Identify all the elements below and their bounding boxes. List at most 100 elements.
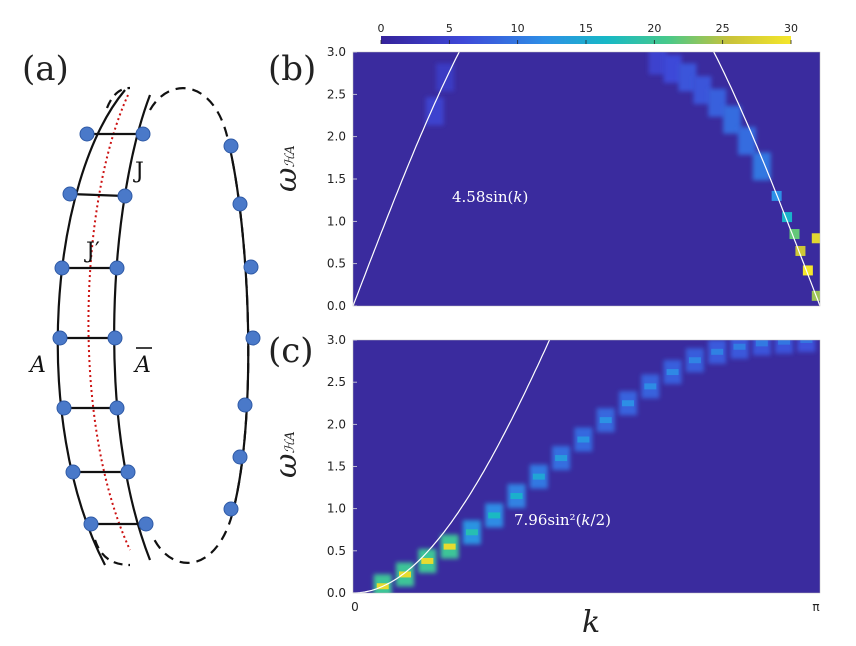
ladder-inner-rail (113, 94, 152, 561)
sublattice-label-a: A (28, 353, 46, 378)
lattice-site (54, 260, 70, 276)
spectral-weight-cell (723, 105, 742, 134)
lattice-site (56, 400, 72, 416)
band-peak-cell (755, 340, 768, 347)
y-tick-label: 3.0 (327, 45, 346, 59)
band-peak-cell (599, 417, 612, 424)
lattice-site (52, 330, 68, 346)
y-tick-label: 1.0 (327, 214, 346, 228)
lattice-site (109, 400, 125, 416)
band-peak-cell (465, 529, 478, 536)
ring-site (223, 138, 239, 154)
y-axis-label-c: ωℋA (269, 431, 304, 478)
curve-4.58sin-k (353, 52, 820, 306)
curve-7.96sin2-k-half (353, 340, 551, 593)
spectral-weight-cell (752, 152, 771, 181)
panel-label-a: (a) (22, 49, 69, 89)
back-ring-dashed (149, 87, 250, 564)
spectral-weight-cell (795, 245, 806, 256)
band-peak-cell (688, 357, 701, 364)
panel-label-c: (c) (268, 331, 314, 371)
band-peak-cell (666, 369, 679, 376)
lattice-site (83, 516, 99, 532)
colorbar-tick-label: 20 (647, 22, 661, 35)
ring-site (223, 501, 239, 517)
ladder-rung (69, 192, 126, 198)
lattice-site (107, 330, 123, 346)
spectral-weight-cell (663, 54, 682, 83)
lattice-site (138, 516, 154, 532)
colorbar-tick-label: 10 (511, 22, 525, 35)
band-peak-cell (555, 455, 568, 462)
ladder-lattice-diagram (52, 86, 261, 567)
spectral-weight-cell (802, 265, 813, 276)
lattice-site (120, 464, 136, 480)
band-peak-cell (510, 493, 523, 500)
y-tick-label: 2.0 (327, 417, 346, 431)
back-ring-solid (226, 139, 250, 516)
spectral-weight-cell (782, 212, 793, 223)
ring-site (243, 259, 259, 275)
band-peak-cell (577, 436, 590, 443)
band-peak-cell (711, 348, 724, 355)
spectral-weight-cell (648, 52, 667, 75)
spectral-weight-cell (789, 229, 800, 240)
lattice-site (109, 260, 125, 276)
colorbar: 0 5 10 15 20 25 30 (378, 22, 798, 44)
spectral-weight-cell (737, 126, 756, 155)
colorbar-tick-label: 0 (378, 22, 385, 35)
ring-site (232, 196, 248, 212)
y-tick-label: 2.5 (327, 375, 346, 389)
spectral-weight-cell (708, 88, 727, 117)
center-dotted-line (87, 94, 131, 551)
heatmap-c: 0.0 0.5 1.0 1.5 2.0 2.5 3.0 0 π 7.96sin²(k/2) ω… (269, 333, 821, 640)
curve-label-b: 4.58sin(k) (452, 188, 528, 206)
colorbar-tick-label: 15 (579, 22, 593, 35)
y-tick-label: 2.5 (327, 87, 346, 101)
heatmap-b: 0.0 0.5 1.0 1.5 2.0 2.5 3.0 4.58sin(k) ωℋA (269, 45, 821, 313)
ring-site (237, 397, 253, 413)
band-peak-cell (443, 543, 456, 550)
y-axis-label-b: ωℋA (269, 145, 304, 192)
ladder-top-dash (105, 86, 131, 109)
sublattice-label-a-bar: A (133, 353, 151, 378)
band-peak-cell (399, 571, 412, 578)
colorbar-tick-label: 5 (446, 22, 453, 35)
x-axis-label: k (582, 605, 600, 640)
x-tick-label: π (812, 600, 819, 614)
band-peak-cell (800, 340, 813, 343)
lattice-site (62, 186, 78, 202)
y-tick-label: 2.0 (327, 130, 346, 144)
curve-label-c: 7.96sin²(k/2) (514, 511, 611, 529)
colorbar-tick-label: 30 (784, 22, 798, 35)
coupling-label-j-prime: J′ (84, 239, 100, 264)
ring-site (232, 449, 248, 465)
lattice-site (79, 126, 95, 142)
spectral-weight-cell (811, 290, 820, 301)
y-tick-label: 0.5 (327, 257, 346, 271)
band-peak-cell (733, 343, 746, 350)
band-peak-cell (488, 512, 501, 519)
y-tick-label: 0.0 (327, 586, 346, 600)
panel-label-b: (b) (268, 49, 316, 89)
spectral-weight-cell (678, 63, 697, 92)
y-tick-label: 3.0 (327, 333, 346, 347)
band-peak-cell (532, 473, 545, 480)
y-tick-label: 0.0 (327, 299, 346, 313)
band-peak-cell (778, 340, 791, 345)
colorbar-tick-label: 25 (716, 22, 730, 35)
band-peak-cell (644, 383, 657, 390)
spectral-weight-cell (425, 97, 444, 126)
y-tick-label: 1.5 (327, 172, 346, 186)
spectral-weight-cell (693, 76, 712, 105)
ladder-bottom-dash (93, 539, 131, 567)
heatmap-b-background (353, 52, 820, 306)
ladder-outer-rail (56, 89, 126, 566)
x-tick-label: 0 (351, 600, 359, 614)
y-tick-label: 1.5 (327, 460, 346, 474)
lattice-site (65, 464, 81, 480)
lattice-site (117, 188, 133, 204)
ring-site (245, 330, 261, 346)
spectral-weight-cell (811, 233, 820, 244)
